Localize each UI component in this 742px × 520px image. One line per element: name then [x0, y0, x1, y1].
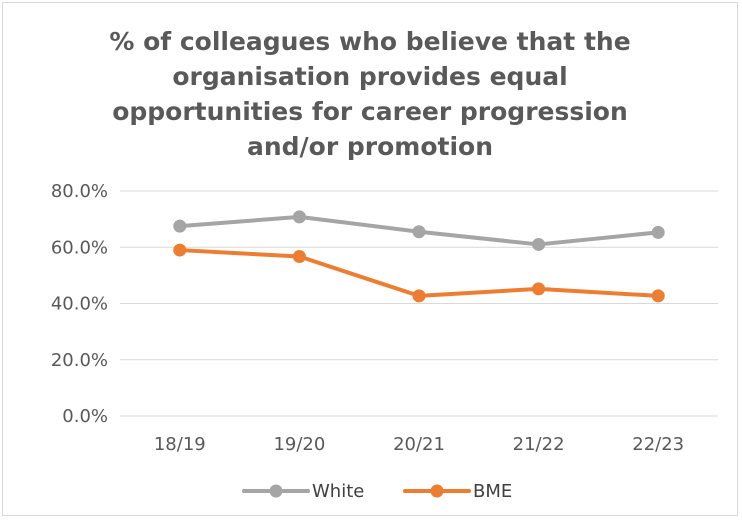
- x-tick-label: 18/19: [154, 434, 206, 455]
- data-point-bme: [651, 289, 665, 303]
- data-point-white: [173, 219, 187, 233]
- y-tick-label: 40.0%: [51, 294, 108, 315]
- chart-title-line-3: opportunities for career progression: [112, 97, 628, 126]
- data-point-bme: [532, 282, 546, 296]
- x-tick-label: 21/22: [513, 434, 565, 455]
- x-tick-label: 22/23: [632, 434, 684, 455]
- data-point-white: [532, 237, 546, 251]
- data-point-white: [651, 225, 665, 239]
- y-tick-label: 20.0%: [51, 350, 108, 371]
- x-tick-label: 19/20: [273, 434, 325, 455]
- y-tick-label: 0.0%: [62, 406, 108, 427]
- chart-title-line-1: % of colleagues who believe that the: [109, 27, 631, 56]
- chart-title-line-2: organisation provides equal: [172, 62, 568, 91]
- chart-title-line-4: and/or promotion: [246, 132, 494, 161]
- data-point-white: [292, 210, 306, 224]
- data-point-bme: [412, 289, 426, 303]
- x-tick-label: 20/21: [393, 434, 445, 455]
- chart-legend: White BME: [242, 481, 512, 502]
- legend-marker-white: [269, 484, 283, 498]
- legend-marker-bme: [430, 484, 444, 498]
- line-chart-plot: 0.0% 20.0% 40.0% 60.0% 80.0% 18/19 19/20 20/21 2…: [51, 181, 718, 455]
- y-tick-label: 80.0%: [51, 181, 108, 202]
- data-point-white: [412, 225, 426, 239]
- y-tick-label: 60.0%: [51, 237, 108, 258]
- series-line-bme: [177, 248, 661, 298]
- chart-title: % of colleagues who believe that the org…: [40, 24, 700, 164]
- legend-label-bme: BME: [473, 481, 512, 502]
- legend-label-white: White: [312, 481, 364, 502]
- data-point-bme: [173, 243, 187, 257]
- data-point-bme: [292, 250, 306, 264]
